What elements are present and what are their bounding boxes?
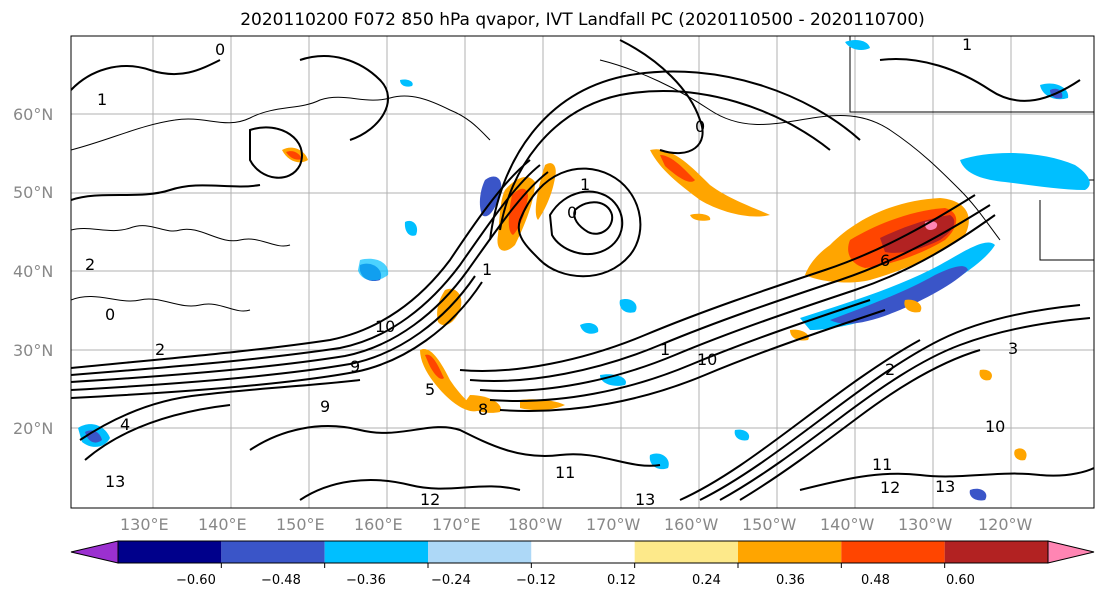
lat-label: 60°N bbox=[13, 105, 54, 124]
lat-label: 20°N bbox=[13, 419, 54, 438]
contour-label: 12 bbox=[880, 478, 900, 497]
contour-label: 10 bbox=[985, 417, 1005, 436]
contour-label: 1 bbox=[660, 340, 670, 359]
colorbar-tick-label: 0.60 bbox=[946, 573, 975, 588]
colorbar-tick-label: 0.12 bbox=[607, 573, 636, 588]
map-background bbox=[71, 36, 1094, 508]
lat-label: 50°N bbox=[13, 183, 54, 202]
contour-label: 3 bbox=[1008, 339, 1018, 358]
contour-label: 2 bbox=[885, 360, 895, 379]
ivt-contours bbox=[71, 39, 1094, 501]
contour-label: 11 bbox=[872, 455, 892, 474]
colorbar-tick-label: −0.36 bbox=[346, 573, 386, 588]
contour-label-layer: 1 0 1 1 0 2 0 2 1 0 13 4 9 5 9 10 8 12 1… bbox=[85, 35, 1018, 509]
contour-label: 12 bbox=[420, 490, 440, 509]
lon-label: 140°W bbox=[820, 515, 875, 534]
contour-label: 0 bbox=[215, 40, 225, 59]
lon-label: 160°E bbox=[354, 515, 403, 534]
lon-label: 160°W bbox=[664, 515, 719, 534]
contour-label: 1 bbox=[580, 175, 590, 194]
colorbar-cell bbox=[428, 541, 532, 563]
contour-label: 1 bbox=[482, 260, 492, 279]
contour-label: 13 bbox=[105, 472, 125, 491]
lat-label: 40°N bbox=[13, 262, 54, 281]
colorbar-tick-label: −0.60 bbox=[176, 573, 216, 588]
colorbar-cell bbox=[531, 541, 635, 563]
colorbar-tick-label: 0.24 bbox=[692, 573, 721, 588]
colorbar-tick-label: −0.12 bbox=[516, 573, 556, 588]
contour-label: 4 bbox=[120, 415, 130, 434]
lon-label: 140°E bbox=[198, 515, 247, 534]
colorbar-cell bbox=[738, 541, 842, 563]
colorbar-border bbox=[117, 540, 1049, 564]
colorbar-cell bbox=[944, 541, 1048, 563]
lon-label: 150°W bbox=[742, 515, 797, 534]
lon-label: 170°W bbox=[586, 515, 641, 534]
contour-label: 10 bbox=[375, 317, 395, 336]
lon-label: 150°E bbox=[276, 515, 325, 534]
colorbar-cell bbox=[634, 541, 738, 563]
contour-label: 11 bbox=[555, 463, 575, 482]
map-title: 2020110200 F072 850 hPa qvapor, IVT Land… bbox=[240, 10, 925, 30]
contour-label: 9 bbox=[320, 397, 330, 416]
colorbar-tick-label: 0.48 bbox=[861, 573, 890, 588]
contour-label: 8 bbox=[478, 400, 488, 419]
colorbar-tick-label: −0.24 bbox=[431, 573, 471, 588]
contour-label: 5 bbox=[425, 380, 435, 399]
contour-label: 1 bbox=[97, 90, 107, 109]
lon-label: 130°W bbox=[898, 515, 953, 534]
lon-label: 180°W bbox=[508, 515, 563, 534]
colorbar-cell bbox=[324, 541, 428, 563]
contour-label: 9 bbox=[350, 357, 360, 376]
contour-label: 13 bbox=[935, 477, 955, 496]
lon-label: 170°E bbox=[432, 515, 481, 534]
contour-label: 0 bbox=[567, 203, 577, 222]
contour-label: 0 bbox=[695, 117, 705, 136]
colorbar-cell bbox=[118, 541, 222, 563]
contour-label: 1 bbox=[962, 35, 972, 54]
contour-label: 6 bbox=[880, 251, 890, 270]
contour-label: 13 bbox=[635, 490, 655, 509]
colorbar-cell bbox=[841, 541, 945, 563]
colorbar-tick-label: −0.48 bbox=[261, 573, 301, 588]
lon-label: 130°E bbox=[120, 515, 169, 534]
colorbar-tick-label: 0.36 bbox=[776, 573, 805, 588]
colorbar-cell bbox=[221, 541, 325, 563]
contour-label: 2 bbox=[85, 255, 95, 274]
colorbar-ticks bbox=[220, 563, 946, 568]
map-frame bbox=[70, 35, 1095, 509]
colorbar-cells bbox=[70, 540, 1095, 564]
contour-label: 10 bbox=[697, 350, 717, 369]
colorbar-extend-max bbox=[1047, 540, 1095, 564]
colorbar-extend-min bbox=[70, 540, 119, 564]
lon-label: 120°W bbox=[978, 515, 1033, 534]
contour-label: 0 bbox=[105, 305, 115, 324]
contour-label: 2 bbox=[155, 340, 165, 359]
lat-label: 30°N bbox=[13, 341, 54, 360]
